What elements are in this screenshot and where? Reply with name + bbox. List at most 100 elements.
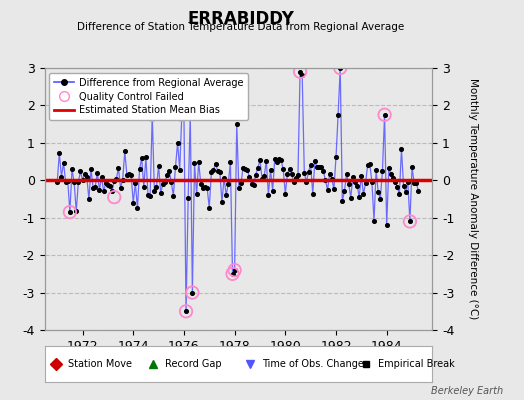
- Point: [77, 168, 85, 174]
- Point: [133, 205, 141, 212]
- Point: [346, 194, 355, 201]
- Point: [348, 174, 357, 180]
- Point: [87, 166, 95, 172]
- Point: [165, 168, 173, 174]
- Point: [104, 182, 112, 188]
- Point: [53, 179, 61, 185]
- Point: [55, 150, 63, 156]
- Point: [266, 166, 275, 173]
- Point: [148, 112, 157, 118]
- Point: [321, 177, 330, 184]
- Text: Record Gap: Record Gap: [165, 359, 221, 369]
- Point: [106, 183, 114, 190]
- Point: [397, 146, 406, 152]
- Point: [233, 121, 241, 127]
- Point: [163, 172, 171, 178]
- Point: [192, 191, 201, 197]
- Point: [196, 181, 205, 188]
- Point: [380, 112, 389, 118]
- Point: [91, 184, 100, 190]
- Point: [188, 289, 196, 296]
- Point: [74, 179, 82, 186]
- Point: [391, 178, 399, 185]
- Point: [184, 195, 192, 202]
- Point: [95, 187, 104, 193]
- Point: [178, 112, 186, 118]
- Text: ERRABIDDY: ERRABIDDY: [188, 10, 294, 28]
- Point: [144, 192, 152, 198]
- Point: [231, 267, 239, 273]
- Point: [131, 180, 139, 187]
- Point: [383, 222, 391, 228]
- Point: [338, 198, 346, 204]
- Point: [330, 186, 338, 192]
- Point: [317, 164, 325, 170]
- Point: [336, 65, 344, 71]
- Point: [372, 167, 380, 174]
- Point: [102, 180, 110, 186]
- Point: [135, 166, 144, 172]
- Point: [351, 179, 359, 186]
- Point: [272, 159, 281, 165]
- Point: [264, 191, 272, 198]
- Point: [199, 185, 207, 192]
- Point: [139, 184, 148, 190]
- Point: [110, 194, 118, 200]
- Point: [270, 156, 279, 163]
- Point: [332, 154, 340, 160]
- Point: [159, 181, 167, 187]
- Point: [108, 188, 116, 194]
- Point: [188, 289, 196, 296]
- Point: [123, 172, 131, 178]
- Point: [245, 174, 254, 180]
- Point: [357, 173, 366, 179]
- Point: [247, 181, 256, 187]
- Point: [325, 170, 334, 177]
- Point: [399, 183, 408, 189]
- Point: [209, 167, 217, 173]
- Point: [387, 170, 395, 177]
- Point: [61, 179, 70, 186]
- Point: [121, 148, 129, 154]
- Point: [146, 193, 155, 199]
- Text: Time of Obs. Change: Time of Obs. Change: [261, 359, 364, 369]
- Point: [59, 160, 68, 166]
- Point: [70, 178, 78, 185]
- Point: [169, 193, 178, 199]
- Point: [342, 171, 351, 177]
- Point: [112, 176, 121, 182]
- Point: [186, 112, 194, 118]
- Point: [226, 159, 235, 165]
- Point: [205, 204, 213, 211]
- Point: [395, 191, 403, 198]
- Point: [344, 180, 353, 187]
- Point: [309, 190, 317, 197]
- Point: [137, 155, 146, 161]
- Point: [216, 168, 224, 175]
- Point: [378, 167, 387, 174]
- Point: [319, 168, 328, 174]
- Point: [57, 173, 66, 180]
- Point: [228, 271, 237, 277]
- Point: [403, 178, 412, 185]
- Point: [231, 267, 239, 273]
- Point: [368, 179, 376, 185]
- Point: [207, 169, 215, 175]
- Point: [110, 178, 118, 184]
- Point: [237, 180, 245, 186]
- Point: [213, 168, 222, 174]
- Point: [201, 184, 209, 190]
- Point: [72, 208, 80, 214]
- Point: [182, 308, 190, 314]
- Point: [85, 196, 93, 202]
- Point: [296, 68, 304, 75]
- Point: [180, 110, 188, 116]
- Point: [353, 182, 362, 189]
- Point: [300, 170, 309, 176]
- Y-axis label: Monthly Temperature Anomaly Difference (°C): Monthly Temperature Anomaly Difference (…: [468, 78, 478, 320]
- Text: Station Move: Station Move: [68, 359, 132, 369]
- Point: [241, 166, 249, 172]
- Point: [323, 187, 332, 193]
- Point: [97, 174, 106, 180]
- Point: [148, 112, 157, 118]
